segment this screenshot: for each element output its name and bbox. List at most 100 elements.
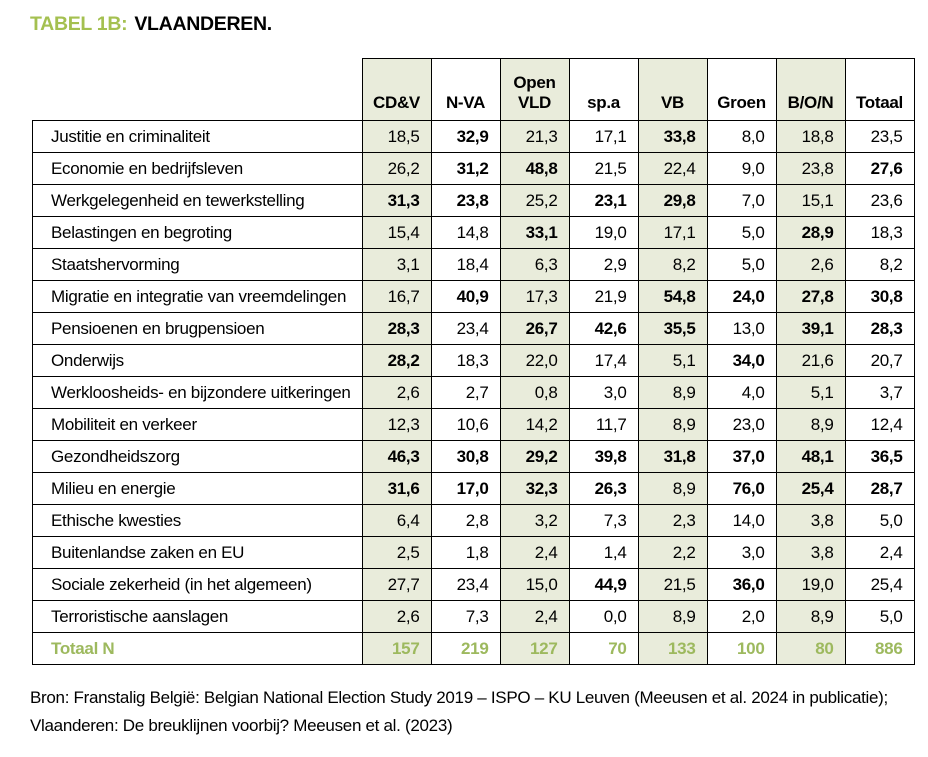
value-cell: 5,0 <box>706 216 777 249</box>
value-cell: 127 <box>499 632 570 665</box>
column-header: Groen <box>706 58 777 121</box>
value-cell: 23,1 <box>568 184 639 217</box>
table-row: Terroristische aanslagen 2,6 7,3 2,4 0,0 8,9 2… <box>32 600 915 633</box>
table-row: Gezondheidszorg 46,3 30,8 29,2 39,8 31,8 37,0 4… <box>32 440 915 473</box>
value-cell: 22,4 <box>637 152 708 185</box>
value-cell: 37,0 <box>706 440 777 473</box>
value-cell: 18,8 <box>775 120 846 153</box>
column-header: B/O/N <box>775 58 846 121</box>
value-cell: 0,0 <box>568 600 639 633</box>
value-cell: 886 <box>844 632 915 665</box>
table-row: Belastingen en begroting 15,4 14,8 33,1 19,0… <box>32 216 915 249</box>
value-cell: 21,5 <box>637 568 708 601</box>
value-cell: 8,9 <box>775 408 846 441</box>
value-cell: 8,2 <box>844 248 915 281</box>
value-cell: 25,4 <box>775 472 846 505</box>
value-cell: 0,8 <box>499 376 570 409</box>
value-cell: 21,5 <box>568 152 639 185</box>
value-cell: 133 <box>637 632 708 665</box>
row-label: Buitenlandse zaken en EU <box>32 536 363 569</box>
table-row: Mobiliteit en verkeer 12,3 10,6 14,2 11,7 8,9… <box>32 408 915 441</box>
value-cell: 28,3 <box>361 312 432 345</box>
value-cell: 39,1 <box>775 312 846 345</box>
value-cell: 32,3 <box>499 472 570 505</box>
row-label: Belastingen en begroting <box>32 216 363 249</box>
value-cell: 25,4 <box>844 568 915 601</box>
value-cell: 3,0 <box>568 376 639 409</box>
header-row: CD&V N-VA Open VLD sp.a VB Groen B/O/N Totaal <box>32 58 915 121</box>
value-cell: 40,9 <box>430 280 501 313</box>
column-header: Open VLD <box>499 58 570 121</box>
table-row: Milieu en energie 31,6 17,0 32,3 26,3 8,9 76,0… <box>32 472 915 505</box>
value-cell: 18,4 <box>430 248 501 281</box>
value-cell: 23,0 <box>706 408 777 441</box>
table-title-text: VLAANDEREN. <box>134 13 272 35</box>
value-cell: 8,9 <box>637 472 708 505</box>
value-cell: 31,6 <box>361 472 432 505</box>
value-cell: 32,9 <box>430 120 501 153</box>
value-cell: 8,9 <box>637 600 708 633</box>
source-note: Bron: Franstalig België: Belgian Nationa… <box>30 684 888 740</box>
table-row: Sociale zekerheid (in het algemeen) 27,7 2… <box>32 568 915 601</box>
table-row: Justitie en criminaliteit 18,5 32,9 21,3 17,… <box>32 120 915 153</box>
value-cell: 7,3 <box>568 504 639 537</box>
value-cell: 5,0 <box>706 248 777 281</box>
value-cell: 48,8 <box>499 152 570 185</box>
row-label: Werkgelegenheid en tewerkstelling <box>32 184 363 217</box>
value-cell: 17,4 <box>568 344 639 377</box>
value-cell: 15,4 <box>361 216 432 249</box>
value-cell: 12,4 <box>844 408 915 441</box>
value-cell: 29,8 <box>637 184 708 217</box>
value-cell: 76,0 <box>706 472 777 505</box>
value-cell: 44,9 <box>568 568 639 601</box>
value-cell: 3,7 <box>844 376 915 409</box>
value-cell: 26,3 <box>568 472 639 505</box>
value-cell: 3,2 <box>499 504 570 537</box>
value-cell: 27,8 <box>775 280 846 313</box>
value-cell: 31,8 <box>637 440 708 473</box>
value-cell: 14,2 <box>499 408 570 441</box>
value-cell: 3,1 <box>361 248 432 281</box>
table-row: Economie en bedrijfsleven 26,2 31,2 48,8 21,… <box>32 152 915 185</box>
table-body: Justitie en criminaliteit 18,5 32,9 21,3 17,… <box>32 120 915 665</box>
value-cell: 100 <box>706 632 777 665</box>
value-cell: 21,9 <box>568 280 639 313</box>
value-cell: 21,3 <box>499 120 570 153</box>
table-row: Migratie en integratie van vreemdelingen… <box>32 280 915 313</box>
table-row: Pensioenen en brugpensioen 28,3 23,4 26,7 42… <box>32 312 915 345</box>
row-label: Ethische kwesties <box>32 504 363 537</box>
value-cell: 70 <box>568 632 639 665</box>
value-cell: 23,8 <box>775 152 846 185</box>
value-cell: 31,2 <box>430 152 501 185</box>
value-cell: 39,8 <box>568 440 639 473</box>
value-cell: 10,6 <box>430 408 501 441</box>
value-cell: 8,9 <box>637 376 708 409</box>
value-cell: 14,0 <box>706 504 777 537</box>
value-cell: 8,0 <box>706 120 777 153</box>
row-label: Terroristische aanslagen <box>32 600 363 633</box>
value-cell: 2,6 <box>361 600 432 633</box>
value-cell: 33,1 <box>499 216 570 249</box>
value-cell: 6,3 <box>499 248 570 281</box>
value-cell: 34,0 <box>706 344 777 377</box>
value-cell: 28,2 <box>361 344 432 377</box>
value-cell: 31,3 <box>361 184 432 217</box>
value-cell: 2,8 <box>430 504 501 537</box>
value-cell: 1,4 <box>568 536 639 569</box>
value-cell: 17,1 <box>637 216 708 249</box>
value-cell: 30,8 <box>430 440 501 473</box>
value-cell: 8,2 <box>637 248 708 281</box>
value-cell: 2,3 <box>637 504 708 537</box>
column-header: Totaal <box>844 58 915 121</box>
value-cell: 24,0 <box>706 280 777 313</box>
value-cell: 2,6 <box>361 376 432 409</box>
value-cell: 2,6 <box>775 248 846 281</box>
value-cell: 5,1 <box>637 344 708 377</box>
value-cell: 9,0 <box>706 152 777 185</box>
value-cell: 18,3 <box>430 344 501 377</box>
value-cell: 8,9 <box>637 408 708 441</box>
column-header: sp.a <box>568 58 639 121</box>
value-cell: 2,4 <box>499 536 570 569</box>
value-cell: 26,7 <box>499 312 570 345</box>
column-header: CD&V <box>361 58 432 121</box>
